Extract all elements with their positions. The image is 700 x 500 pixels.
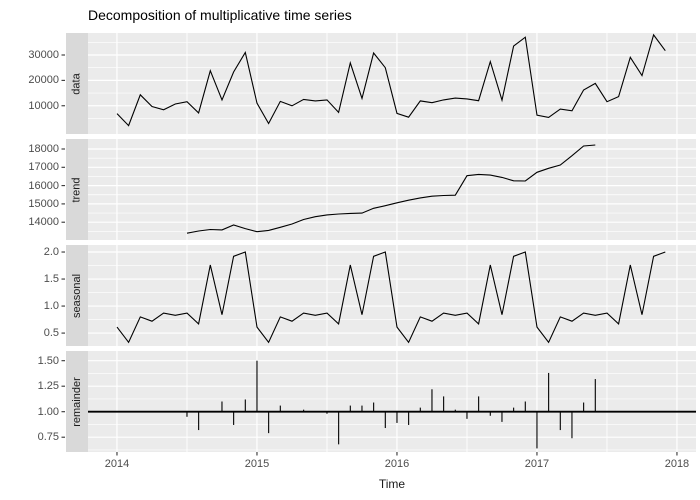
panel-remainder xyxy=(88,351,696,452)
facet-strip-seasonal: seasonal xyxy=(66,245,88,346)
x-axis-title: Time xyxy=(378,477,406,491)
series-line-seasonal xyxy=(116,251,666,344)
y-tick-label: 15000 xyxy=(28,197,59,210)
y-tick-label: 16000 xyxy=(28,179,59,192)
facet-strip-data: data xyxy=(66,33,88,134)
y-tick-label: 30000 xyxy=(28,49,59,61)
y-tick-label: 18000 xyxy=(28,142,59,155)
y-tick-label: 1.25 xyxy=(37,380,59,393)
y-tick-label: 1.5 xyxy=(43,273,59,286)
y-tick-label: 0.75 xyxy=(37,431,59,444)
series-line-data xyxy=(116,33,666,127)
y-tick-label: 10000 xyxy=(28,99,59,112)
y-tick-label: 20000 xyxy=(28,74,59,87)
y-tick-label: 1.00 xyxy=(37,405,59,418)
y-tick-label: 17000 xyxy=(28,161,59,174)
series-line-trend xyxy=(186,144,596,234)
y-tick-label: 0.5 xyxy=(43,327,59,340)
facet-strip-trend: trend xyxy=(66,139,88,240)
facet-strip-label: seasonal xyxy=(71,273,84,318)
facet-strip-label: data xyxy=(70,72,83,95)
y-tick-label: 1.0 xyxy=(43,300,59,313)
facet-strip-remainder: remainder xyxy=(66,351,88,452)
x-tick-label: 2015 xyxy=(244,458,270,470)
facet-strip-label: remainder xyxy=(71,376,83,427)
x-tick-label: 2017 xyxy=(524,458,550,470)
y-tick-label: 2.0 xyxy=(43,246,59,259)
facet-strip-label: trend xyxy=(71,176,84,203)
x-tick-label: 2018 xyxy=(664,458,690,470)
x-tick-label: 2016 xyxy=(384,458,410,470)
chart-title: Decomposition of multiplicative time ser… xyxy=(88,7,352,23)
x-tick-label: 2014 xyxy=(104,458,130,470)
y-tick-label: 1.50 xyxy=(37,354,59,367)
panel-trend xyxy=(88,139,696,240)
panel-data xyxy=(88,33,696,134)
y-tick-label: 14000 xyxy=(28,216,59,229)
